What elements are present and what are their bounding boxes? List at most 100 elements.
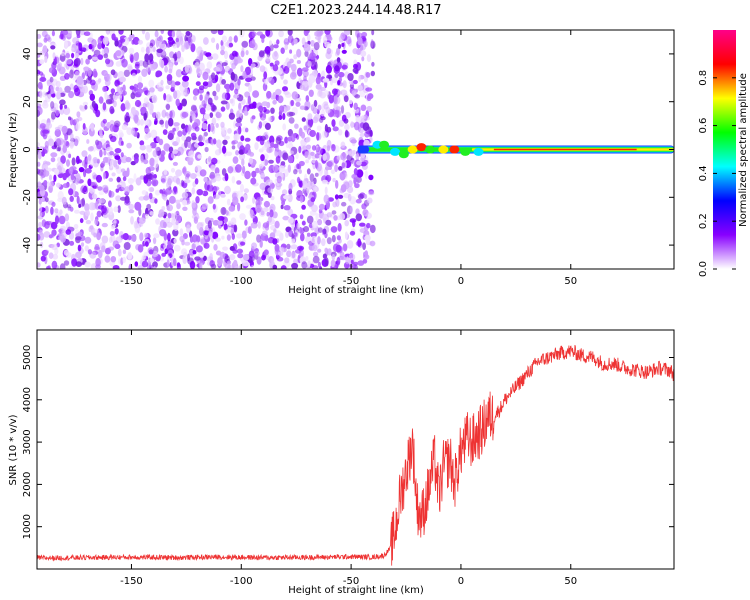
noise-speckle: [353, 168, 358, 176]
noise-speckle: [39, 123, 47, 129]
noise-speckle: [252, 90, 260, 98]
snr-frame: [36, 329, 675, 570]
noise-speckle: [286, 243, 291, 250]
noise-speckle: [182, 75, 190, 82]
noise-speckle: [148, 79, 155, 88]
noise-speckle: [86, 155, 91, 165]
noise-speckle: [191, 113, 197, 121]
noise-speckle: [316, 132, 320, 141]
noise-speckle: [283, 205, 291, 211]
noise-speckle: [111, 225, 116, 230]
noise-speckle: [214, 95, 219, 101]
noise-speckle: [323, 90, 329, 96]
noise-speckle: [254, 142, 259, 151]
noise-speckle: [186, 136, 192, 142]
noise-speckle: [68, 188, 74, 196]
noise-speckle: [306, 168, 311, 175]
noise-speckle: [296, 60, 301, 64]
noise-speckle: [116, 176, 121, 183]
noise-speckle: [296, 176, 301, 184]
noise-speckle: [368, 191, 375, 196]
noise-speckle: [290, 63, 297, 72]
noise-speckle: [178, 33, 185, 38]
noise-speckle: [194, 62, 200, 69]
noise-speckle: [305, 95, 310, 102]
noise-speckle: [337, 43, 342, 49]
noise-speckle: [207, 97, 213, 106]
noise-speckle: [92, 68, 97, 78]
noise-speckle: [240, 65, 244, 73]
noise-speckle: [50, 83, 55, 92]
noise-speckle: [169, 195, 176, 204]
noise-speckle: [232, 196, 239, 206]
noise-speckle: [301, 220, 306, 226]
noise-speckle: [118, 30, 124, 35]
y-tick-label: 4000: [22, 387, 33, 412]
noise-speckle: [181, 248, 188, 256]
noise-speckle: [156, 48, 163, 53]
noise-speckle: [336, 57, 341, 63]
noise-speckle: [52, 52, 56, 59]
noise-speckle: [234, 88, 239, 95]
noise-speckle: [326, 47, 332, 55]
noise-speckle: [216, 139, 222, 149]
noise-speckle: [115, 188, 120, 193]
noise-speckle: [271, 257, 275, 265]
noise-speckle: [204, 137, 209, 146]
noise-speckle: [89, 187, 94, 194]
noise-speckle: [203, 242, 210, 249]
noise-speckle: [93, 232, 97, 238]
noise-speckle: [145, 207, 149, 216]
noise-speckle: [236, 233, 243, 239]
noise-speckle: [65, 52, 71, 59]
noise-speckle: [198, 141, 205, 147]
noise-speckle: [331, 253, 336, 261]
noise-speckle: [331, 210, 337, 215]
noise-speckle: [119, 38, 126, 43]
noise-speckle: [224, 65, 231, 72]
noise-speckle: [156, 136, 161, 143]
noise-speckle: [237, 202, 241, 212]
noise-speckle: [65, 58, 72, 65]
noise-speckle: [110, 256, 117, 263]
noise-speckle: [330, 169, 335, 175]
noise-speckle: [181, 98, 187, 107]
noise-speckle: [207, 220, 212, 229]
noise-speckle: [153, 174, 158, 179]
noise-speckle: [204, 146, 209, 153]
noise-speckle: [324, 257, 329, 267]
noise-speckle: [158, 40, 166, 49]
noise-speckle: [296, 222, 300, 230]
noise-speckle: [284, 136, 289, 144]
noise-speckle: [357, 193, 364, 200]
noise-speckle: [302, 70, 309, 78]
noise-speckle: [160, 79, 164, 86]
noise-speckle: [37, 119, 41, 129]
noise-speckle: [79, 218, 84, 224]
noise-speckle: [280, 204, 284, 210]
noise-speckle: [307, 60, 312, 67]
noise-speckle: [150, 172, 155, 181]
noise-speckle: [293, 232, 298, 237]
noise-speckle: [340, 184, 347, 193]
noise-speckle: [315, 76, 321, 85]
noise-speckle: [221, 235, 225, 240]
noise-speckle: [353, 79, 358, 85]
noise-speckle: [303, 226, 310, 233]
tone-blob: [473, 147, 484, 156]
noise-speckle: [37, 233, 41, 241]
noise-speckle: [105, 99, 113, 105]
noise-speckle: [233, 94, 239, 99]
noise-speckle: [128, 209, 135, 214]
noise-speckle: [152, 150, 158, 158]
noise-speckle: [350, 139, 357, 144]
noise-speckle: [314, 61, 318, 71]
noise-speckle: [268, 40, 273, 46]
noise-speckle: [140, 106, 147, 114]
noise-speckle: [351, 90, 357, 96]
noise-speckle: [94, 243, 100, 250]
noise-speckle: [108, 200, 112, 208]
noise-speckle: [233, 259, 238, 267]
noise-speckle: [69, 240, 75, 246]
noise-speckle: [192, 243, 197, 249]
